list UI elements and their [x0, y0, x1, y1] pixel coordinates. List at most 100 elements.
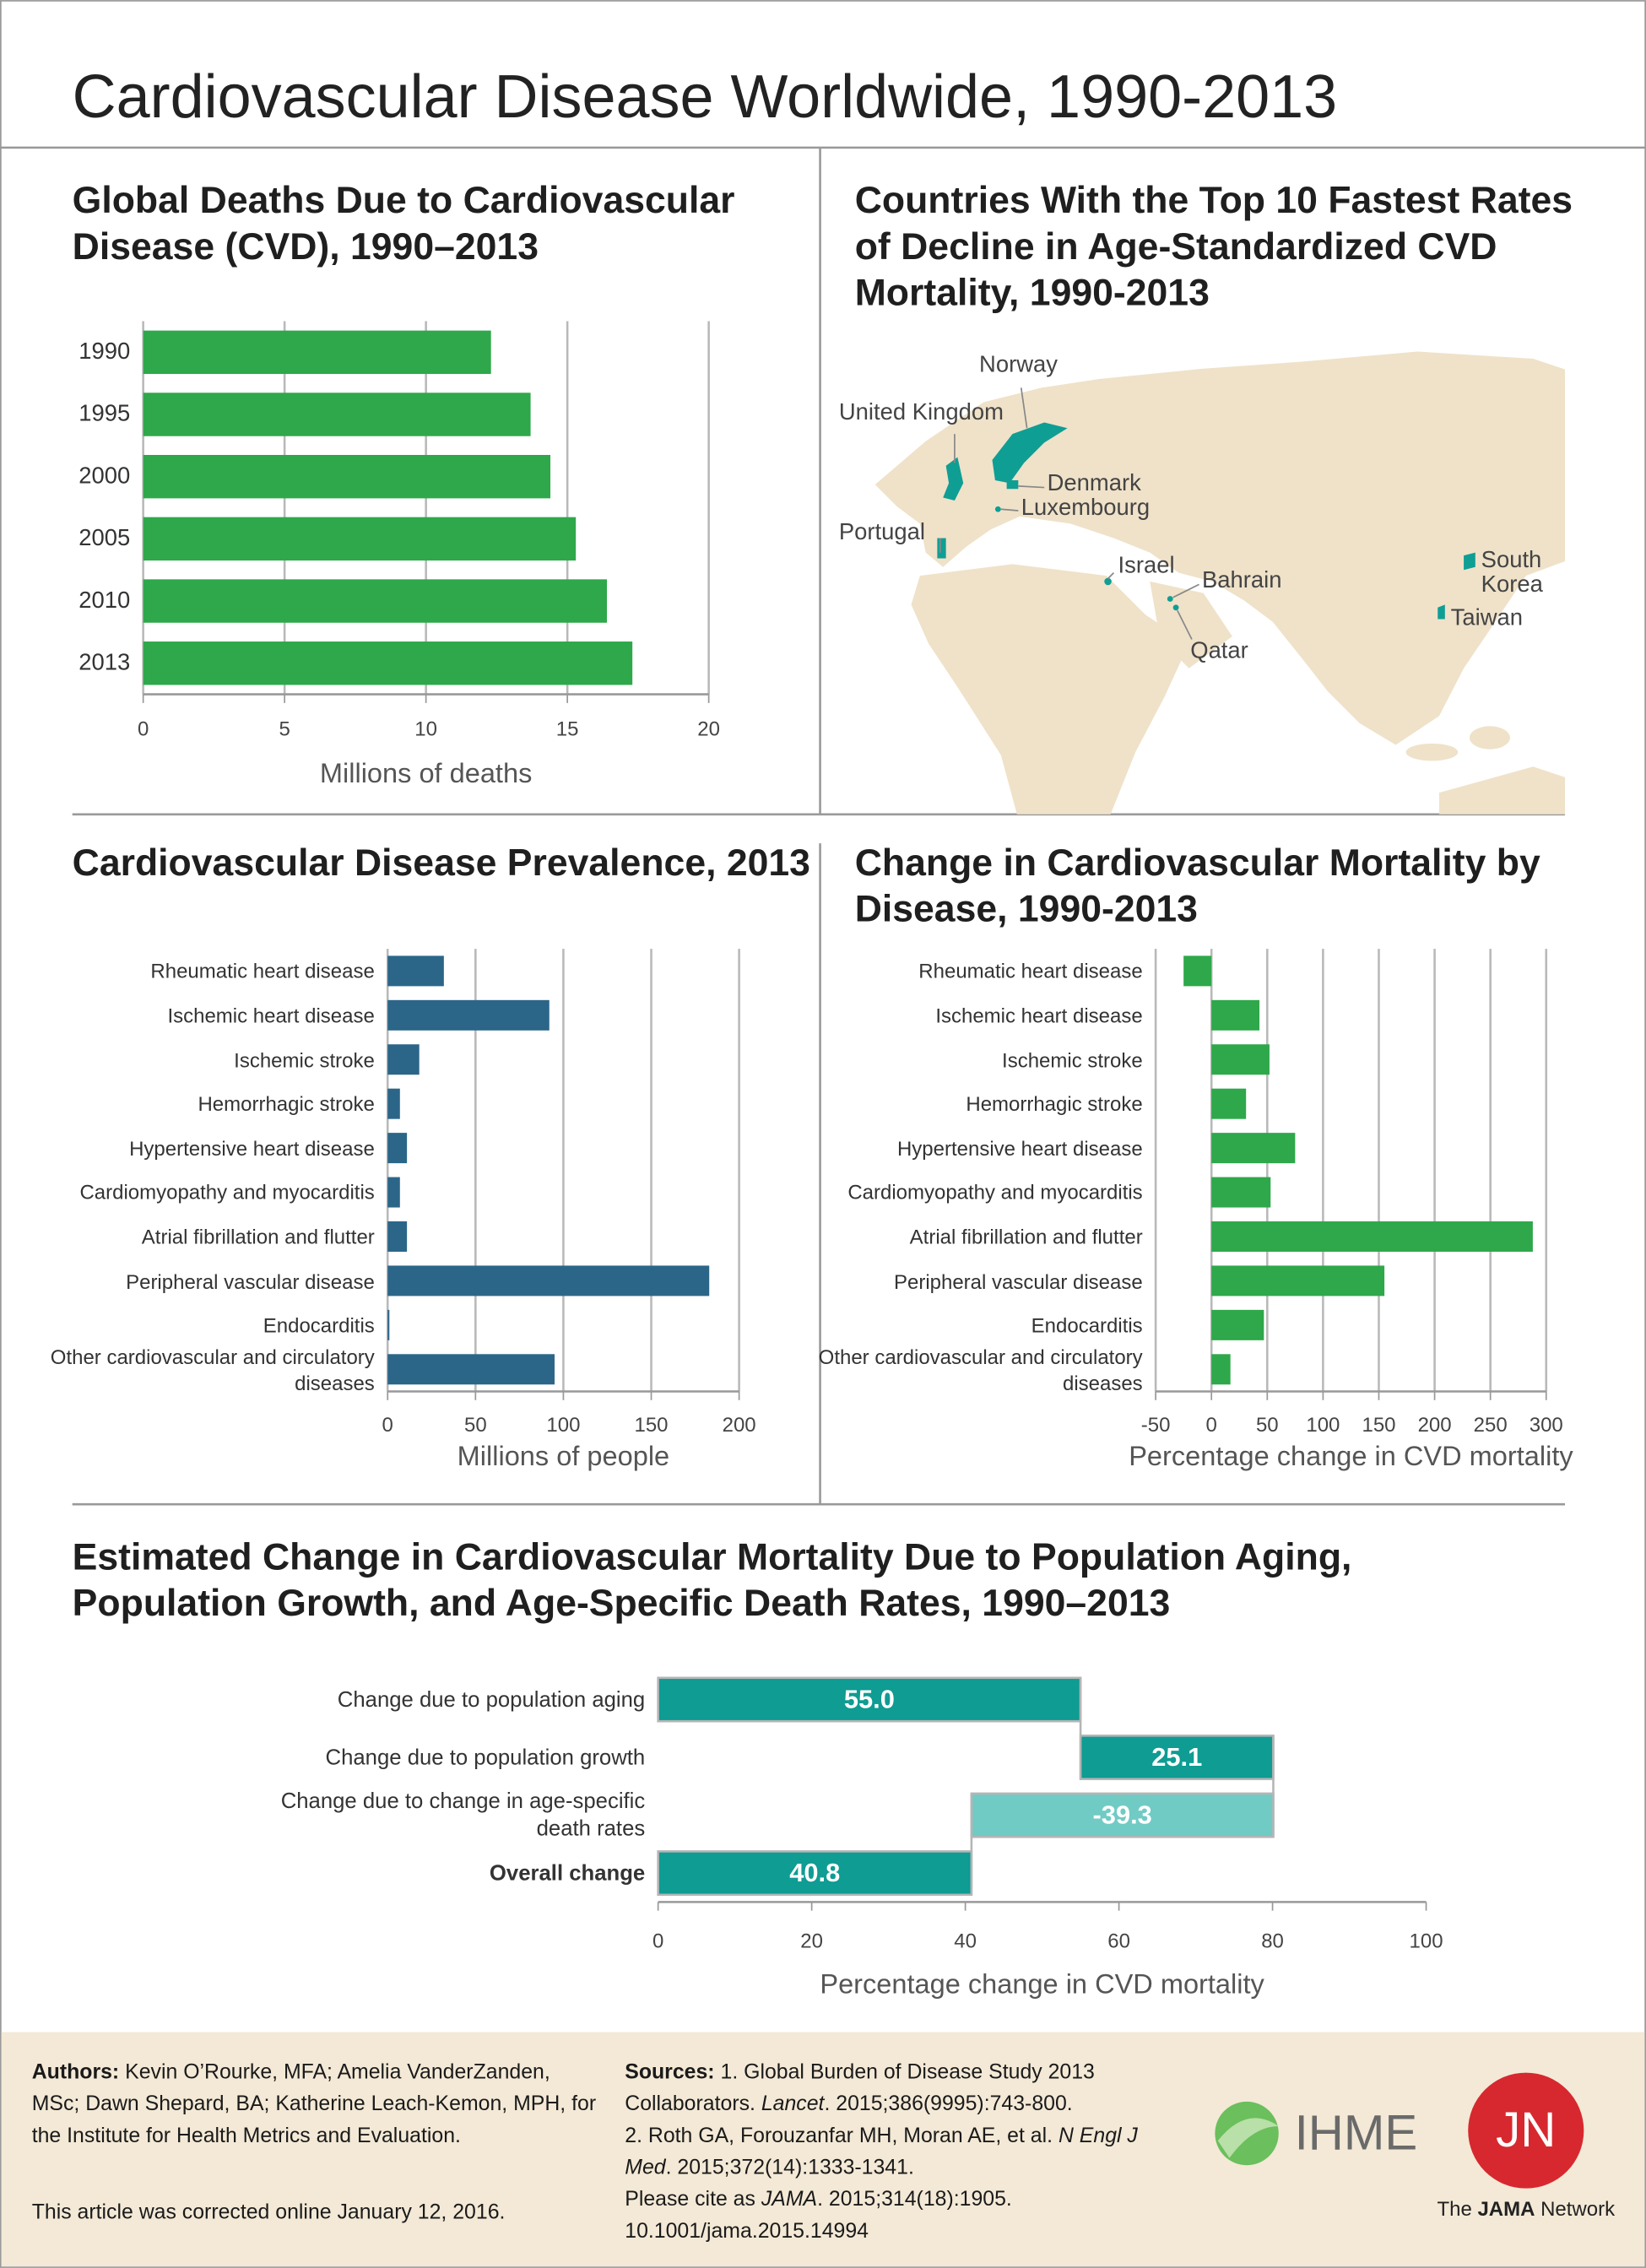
land: [874, 351, 1566, 745]
bar: [1211, 1221, 1533, 1252]
country: [1438, 604, 1445, 620]
bar: [143, 641, 633, 685]
category-label-box: Rheumatic heart disease: [918, 959, 1143, 983]
map-label: Luxembourg: [1021, 495, 1151, 521]
authors-box: Authors: Kevin O’Rourke, MFA; Amelia Van…: [32, 2061, 596, 2148]
leader: [1018, 484, 1045, 489]
x-axis-label: Percentage change in CVD mortality: [820, 1968, 1264, 1999]
text-run: The: [1437, 2196, 1478, 2221]
bar: [1183, 955, 1212, 987]
x-tick-label: 100: [1410, 1930, 1443, 1953]
bar: [1211, 1309, 1264, 1340]
text-run: Lancet: [761, 2092, 825, 2116]
country: [1006, 479, 1019, 490]
bar: [387, 1265, 710, 1296]
bar: [657, 1850, 973, 1897]
x-tick-label: 0: [138, 718, 149, 741]
chart-title: Global Deaths Due to Cardiovascular Dise…: [72, 177, 735, 268]
category-label-box: Other cardiovascular and circulatory dis…: [819, 1345, 1143, 1394]
bar: [387, 1354, 555, 1385]
text-run: N Engl J Med: [625, 2125, 1138, 2180]
category-label: Ischemic heart disease: [935, 1004, 1143, 1027]
leader: [1172, 583, 1199, 598]
category-label-box: Endocarditis: [1031, 1313, 1143, 1337]
category-label-box: 2010: [79, 587, 131, 613]
category-label-box: Ischemic heart disease: [935, 1004, 1143, 1027]
map-label-box: South Korea: [1481, 548, 1543, 598]
bar: [1211, 1265, 1385, 1296]
category-label: Endocarditis: [1031, 1313, 1143, 1337]
x-axis-label: Percentage change in CVD mortality: [1129, 1441, 1573, 1471]
leader: [1177, 609, 1193, 640]
category-label: Hemorrhagic stroke: [966, 1091, 1143, 1116]
bar: [387, 1133, 408, 1164]
category-label: Other cardiovascular and circulatory dis…: [50, 1345, 375, 1394]
category-label-box: Ischemic stroke: [234, 1047, 375, 1071]
category-label-box: 2005: [79, 526, 130, 550]
category-label: Rheumatic heart disease: [150, 959, 375, 983]
map-label: Portugal: [838, 520, 925, 546]
category-label: 2013: [79, 650, 131, 675]
map-label-box: Portugal: [838, 520, 925, 546]
map-title-box: Countries With the Top 10 Fastest Rates …: [855, 178, 1573, 314]
bar: [387, 1044, 420, 1075]
bar: [1211, 1133, 1296, 1164]
network: The JAMA Network: [1410, 2197, 1642, 2220]
sources: Sources: 1. Global Burden of Disease Stu…: [625, 2057, 1174, 2248]
bar: [657, 1676, 1082, 1723]
x-tick-label: 5: [279, 718, 290, 741]
x-tick-label: -50: [1141, 1414, 1171, 1437]
jn-text: JN: [1496, 2103, 1556, 2157]
text-run: 2. Roth GA, Forouzanfar MH, Moran AE, et…: [625, 2125, 1059, 2148]
category-label-box: Atrial fibrillation and flutter: [141, 1225, 375, 1248]
text-run: JAMA: [1477, 2196, 1535, 2221]
category-label: Peripheral vascular disease: [126, 1269, 375, 1293]
category-label-box: Peripheral vascular disease: [894, 1269, 1143, 1292]
category-label: 2010: [79, 587, 131, 613]
category-label: 1995: [79, 401, 131, 426]
country: [1464, 552, 1475, 571]
source: 2. Roth GA, Forouzanfar MH, Moran AE, et…: [625, 2120, 1174, 2184]
map-label-box: Luxembourg: [1021, 495, 1151, 521]
map-label: South Korea: [1481, 548, 1543, 598]
text-run: Sources:: [625, 2060, 715, 2085]
category-label-box: Atrial fibrillation and flutter: [910, 1225, 1143, 1248]
bar: [1211, 999, 1260, 1031]
category-label-box: Cardiomyopathy and myocarditis: [79, 1181, 374, 1204]
category-label-box: Other cardiovascular and circulatory dis…: [50, 1345, 375, 1394]
country: [1167, 596, 1173, 602]
bar: [143, 454, 551, 499]
bar: [1211, 1177, 1271, 1208]
map-label-box: Bahrain: [1202, 569, 1282, 593]
x-tick-label: 20: [697, 718, 720, 741]
category-label: Rheumatic heart disease: [918, 959, 1143, 983]
x-tick-label: 20: [800, 1930, 823, 1953]
land: [1405, 743, 1459, 761]
x-tick-label: 250: [1474, 1414, 1508, 1437]
text-run: . 2015;386(9995):743-800.: [824, 2092, 1073, 2116]
leader: [1020, 387, 1028, 429]
chart-title-box: Change in Cardiovascular Mortality by Di…: [855, 841, 1540, 930]
category-label-box: 1995: [79, 401, 131, 426]
map-label: Norway: [979, 353, 1058, 378]
category-label-box: Hypertensive heart disease: [897, 1136, 1143, 1159]
x-tick-label: 0: [382, 1414, 393, 1437]
category-label: Ischemic stroke: [234, 1047, 375, 1071]
main-title: Cardiovascular Disease Worldwide, 1990-2…: [73, 63, 1337, 131]
bar: [143, 330, 491, 375]
bar: [387, 1088, 400, 1119]
category-label-box: Ischemic stroke: [1002, 1048, 1143, 1071]
bar: [1211, 1088, 1247, 1119]
category-label: Atrial fibrillation and flutter: [141, 1225, 375, 1248]
category-label-box: Rheumatic heart disease: [150, 959, 375, 983]
chart-title: Estimated Change in Cardiovascular Morta…: [72, 1535, 1352, 1625]
category-label-box: Hemorrhagic stroke: [198, 1092, 374, 1115]
value-label: 40.8: [789, 1858, 840, 1887]
x-tick-label: 150: [1362, 1414, 1395, 1437]
category-label-box: 2000: [79, 463, 130, 488]
x-tick-label: 60: [1107, 1930, 1130, 1953]
x-tick-label: 40: [954, 1930, 977, 1953]
jn-logo: [1468, 2072, 1584, 2189]
